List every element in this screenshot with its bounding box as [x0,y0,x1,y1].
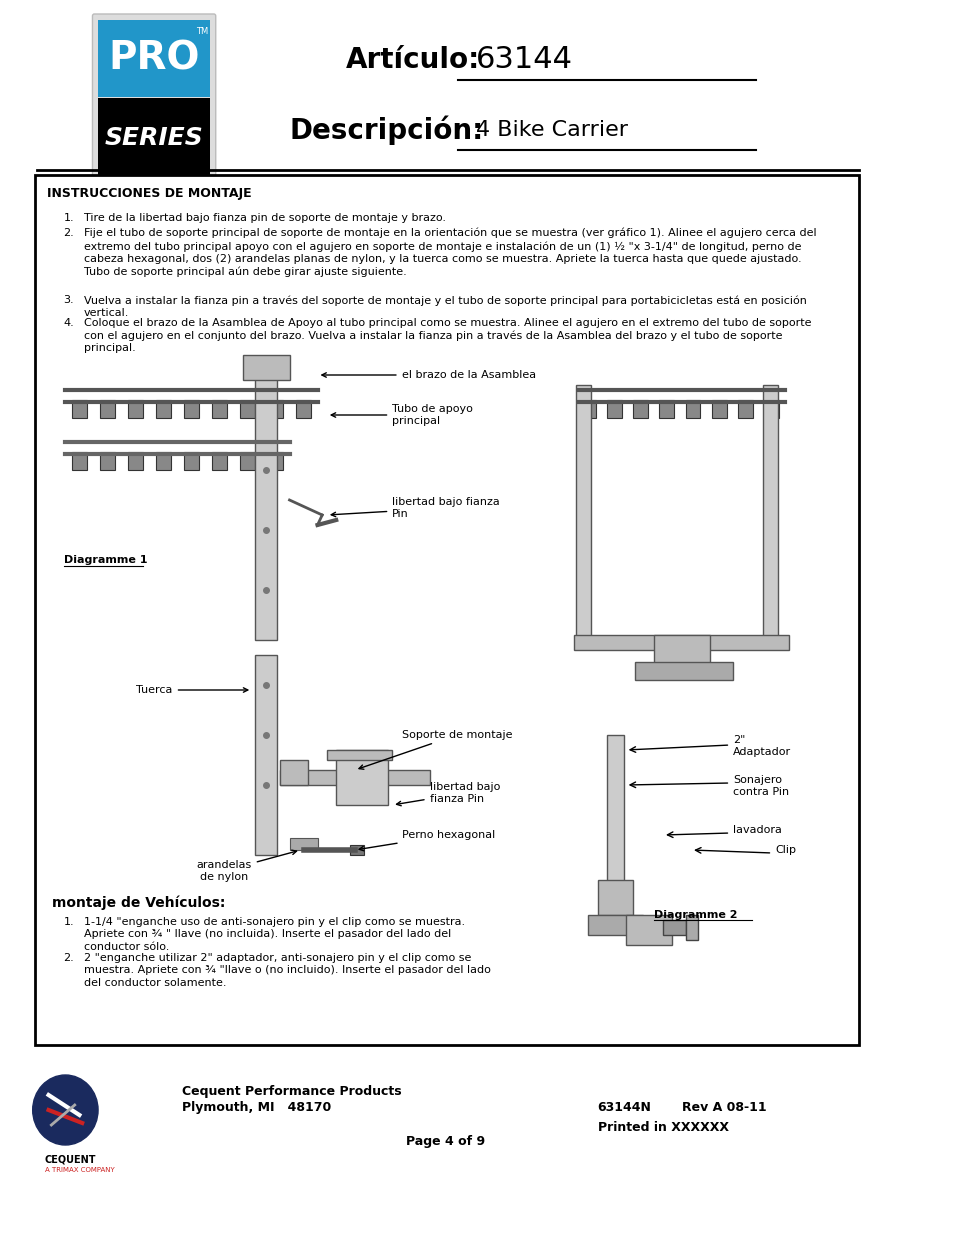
Bar [98,98,210,175]
Text: Rev A 08-11: Rev A 08-11 [681,1100,765,1114]
Bar [240,400,254,417]
Bar [580,400,596,417]
Text: 2 "enganche utilizar 2" adaptador, anti-sonajero pin y el clip como se
muestra. : 2 "enganche utilizar 2" adaptador, anti-… [84,953,491,988]
Text: 4.: 4. [64,317,74,329]
Text: Tire de la libertad bajo fianza pin de soporte de montaje y brazo.: Tire de la libertad bajo fianza pin de s… [84,212,446,224]
Text: PRO: PRO [109,40,199,77]
Bar [268,452,283,471]
Text: montaje de Vehículos:: montaje de Vehículos: [52,895,226,909]
Text: Sonajero
contra Pin: Sonajero contra Pin [732,776,788,797]
Text: 63144N: 63144N [598,1100,651,1114]
Text: 1-1/4 "enganche uso de anti-sonajero pin y el clip como se muestra.
Apriete con : 1-1/4 "enganche uso de anti-sonajero pin… [84,918,465,952]
Bar [685,400,700,417]
Text: Artículo:: Artículo: [345,46,479,74]
Bar [737,400,752,417]
Bar [635,662,732,680]
Bar [576,385,591,640]
Text: TM: TM [196,27,209,37]
Bar [289,839,317,850]
Bar [128,400,143,417]
Polygon shape [280,760,308,785]
Text: Printed in XXXXXX: Printed in XXXXXX [598,1121,728,1134]
Bar [100,452,114,471]
Bar [598,881,633,915]
Bar [606,735,623,885]
Text: Fije el tubo de soporte principal de soporte de montaje en la orientación que se: Fije el tubo de soporte principal de sop… [84,228,816,277]
Bar [350,845,364,855]
Bar [243,354,289,380]
Text: 63144: 63144 [476,46,573,74]
Bar [240,452,254,471]
Bar [155,452,171,471]
Bar [633,400,647,417]
Text: arandelas
de nylon: arandelas de nylon [196,850,296,882]
Text: Diagramme 1: Diagramme 1 [64,555,147,564]
Text: libertad bajo fianza
Pin: libertad bajo fianza Pin [331,498,499,519]
Text: 2.: 2. [64,953,74,963]
Text: 3.: 3. [64,295,74,305]
Text: Diagramme 2: Diagramme 2 [653,910,737,920]
Text: A TRIMAX COMPANY: A TRIMAX COMPANY [45,1167,114,1173]
Bar [212,400,227,417]
Bar [659,400,674,417]
Text: Tuerca: Tuerca [136,685,248,695]
Bar [625,915,672,945]
Text: Vuelva a instalar la fianza pin a través del soporte de montaje y el tubo de sop: Vuelva a instalar la fianza pin a través… [84,295,806,317]
Text: Descripción:: Descripción: [289,115,483,144]
Text: lavadora: lavadora [732,825,781,835]
Text: 4 Bike Carrier: 4 Bike Carrier [476,120,628,140]
Bar [184,452,199,471]
FancyBboxPatch shape [92,14,215,182]
Text: Coloque el brazo de la Asamblea de Apoyo al tubo principal como se muestra. Alin: Coloque el brazo de la Asamblea de Apoyo… [84,317,811,353]
Bar [71,400,87,417]
Text: Soporte de montaje: Soporte de montaje [358,730,512,769]
Bar [295,400,311,417]
Bar [35,175,859,1045]
Text: libertad bajo
fianza Pin: libertad bajo fianza Pin [396,782,499,805]
Text: 2.: 2. [64,228,74,238]
Bar [155,400,171,417]
Bar [606,400,621,417]
Text: 2"
Adaptador: 2" Adaptador [732,735,790,757]
Bar [327,750,392,760]
Bar [763,400,778,417]
Bar [662,920,686,935]
Bar [711,400,726,417]
Bar [762,385,777,640]
Text: CEQUENT: CEQUENT [45,1155,96,1165]
Text: INSTRUCCIONES DE MONTAJE: INSTRUCCIONES DE MONTAJE [47,186,251,200]
Bar [98,20,210,98]
Text: Clip: Clip [775,845,796,855]
Text: Perno hexagonal: Perno hexagonal [358,830,495,851]
Circle shape [32,1074,98,1145]
Bar [574,635,788,650]
Bar [128,452,143,471]
Text: el brazo de la Asamblea: el brazo de la Asamblea [321,370,536,380]
Bar [588,915,642,935]
Text: 1.: 1. [64,918,74,927]
Bar [100,400,114,417]
Text: Cequent Performance Products: Cequent Performance Products [182,1086,401,1098]
Text: Page 4 of 9: Page 4 of 9 [405,1135,484,1149]
Text: Tubo de apoyo
principal: Tubo de apoyo principal [331,404,473,426]
Bar [254,655,277,855]
Text: Plymouth, MI   48170: Plymouth, MI 48170 [182,1100,331,1114]
Bar [335,750,387,805]
Bar [280,769,429,785]
Bar [686,915,697,940]
Text: 1.: 1. [64,212,74,224]
Bar [254,359,277,640]
Bar [184,400,199,417]
Text: SERIES: SERIES [105,126,203,149]
Bar [71,452,87,471]
Bar [653,635,709,671]
Bar [268,400,283,417]
Bar [212,452,227,471]
